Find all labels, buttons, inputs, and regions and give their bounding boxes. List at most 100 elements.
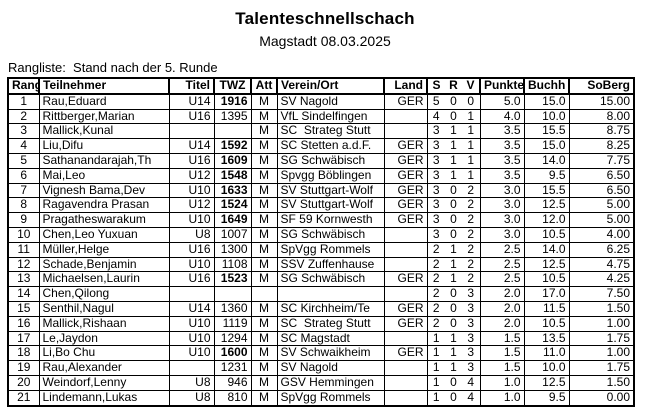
cell-teilnehmer: Michaelsen,Laurin xyxy=(38,271,170,288)
cell-att: M xyxy=(250,182,278,199)
cell-buchh: 12.5 xyxy=(523,374,570,391)
cell-rang: 6 xyxy=(7,167,40,184)
cell-twz xyxy=(213,286,252,302)
cell-s: 3 xyxy=(426,182,445,199)
cell-soberg: 7.75 xyxy=(568,152,635,169)
cell-teilnehmer: Vignesh Bama,Dev xyxy=(38,182,170,199)
table-row: 1 Rau,Eduard U14 1916 M SV Nagold GER 5 0 0 5.0 15.… xyxy=(7,93,635,110)
cell-s: 2 xyxy=(426,256,445,273)
cell-punkte: 2.5 xyxy=(479,241,525,258)
cell-rang: 9 xyxy=(7,212,40,228)
cell-land xyxy=(383,286,428,302)
cell-punkte: 2.5 xyxy=(479,256,525,273)
cell-buchh: 14.0 xyxy=(523,241,570,258)
cell-land xyxy=(383,241,428,258)
cell-r: 1 xyxy=(445,167,462,184)
cell-v: 1 xyxy=(462,123,481,140)
cell-soberg: 6.25 xyxy=(568,241,635,258)
cell-v: 2 xyxy=(462,197,481,214)
cell-titel xyxy=(168,360,215,376)
cell-r: 1 xyxy=(445,330,462,347)
cell-verein: SV Stuttgart-Wolf xyxy=(276,182,385,199)
cell-att: M xyxy=(250,330,278,347)
cell-soberg: 5.00 xyxy=(568,197,635,214)
cell-r: 0 xyxy=(445,182,462,199)
cell-soberg: 1.50 xyxy=(568,374,635,391)
cell-verein: SV Nagold xyxy=(276,93,385,110)
cell-s: 3 xyxy=(426,197,445,214)
cell-r: 1 xyxy=(445,256,462,273)
cell-rang: 1 xyxy=(7,93,40,110)
cell-teilnehmer: Chen,Leo Yuxuan xyxy=(38,226,170,243)
cell-s: 2 xyxy=(426,271,445,288)
cell-punkte: 2.0 xyxy=(479,300,525,317)
cell-att: M xyxy=(250,315,278,332)
cell-punkte: 3.5 xyxy=(479,138,525,154)
cell-s: 2 xyxy=(426,300,445,317)
cell-twz: 1294 xyxy=(213,330,252,347)
cell-titel: U12 xyxy=(168,167,215,184)
cell-teilnehmer: Le,Jaydon xyxy=(38,330,170,347)
table-row: 15 Senthil,Nagul U14 1360 M SC Kirchheim/Te GE… xyxy=(7,300,635,317)
cell-titel: U12 xyxy=(168,197,215,214)
cell-r: 0 xyxy=(445,226,462,243)
cell-land xyxy=(383,256,428,273)
cell-titel: U14 xyxy=(168,93,215,110)
cell-att: M xyxy=(250,345,278,362)
cell-rang: 7 xyxy=(7,182,40,199)
header-att: Att xyxy=(250,77,278,95)
cell-titel xyxy=(168,123,215,140)
cell-s: 1 xyxy=(426,330,445,347)
cell-verein: GSV Hemmingen xyxy=(276,374,385,391)
cell-buchh: 12.5 xyxy=(523,197,570,214)
cell-r: 0 xyxy=(445,315,462,332)
cell-rang: 12 xyxy=(7,256,40,273)
cell-rang: 13 xyxy=(7,271,40,288)
cell-titel: U8 xyxy=(168,226,215,243)
header-teilnehmer: Teilnehmer xyxy=(38,77,170,95)
cell-verein: SSV Zuffenhause xyxy=(276,256,385,273)
cell-teilnehmer: Schade,Benjamin xyxy=(38,256,170,273)
cell-att: M xyxy=(250,374,278,391)
cell-verein: SV Stuttgart-Wolf xyxy=(276,197,385,214)
cell-buchh: 10.0 xyxy=(523,108,570,125)
cell-r: 0 xyxy=(445,286,462,302)
cell-soberg: 7.50 xyxy=(568,286,635,302)
cell-soberg: 1.00 xyxy=(568,315,635,332)
cell-v: 3 xyxy=(462,315,481,332)
cell-rang: 21 xyxy=(7,389,40,407)
cell-buchh: 15.5 xyxy=(523,182,570,199)
cell-att: M xyxy=(250,197,278,214)
cell-v: 1 xyxy=(462,108,481,125)
cell-teilnehmer: Weindorf,Lenny xyxy=(38,374,170,391)
cell-att: M xyxy=(250,93,278,110)
cell-att: M xyxy=(250,271,278,288)
cell-soberg: 8.75 xyxy=(568,123,635,140)
header-rang: Rang xyxy=(7,77,40,95)
cell-v: 2 xyxy=(462,256,481,273)
cell-punkte: 3.5 xyxy=(479,152,525,169)
cell-r: 1 xyxy=(445,123,462,140)
cell-punkte: 1.5 xyxy=(479,360,525,376)
cell-buchh: 10.5 xyxy=(523,226,570,243)
ranking-table-body: 1 Rau,Eduard U14 1916 M SV Nagold GER 5 0 0 5.0 15.… xyxy=(7,93,635,407)
cell-rang: 10 xyxy=(7,226,40,243)
cell-r: 1 xyxy=(445,271,462,288)
cell-twz: 1231 xyxy=(213,360,252,376)
cell-titel: U14 xyxy=(168,138,215,154)
cell-rang: 11 xyxy=(7,241,40,258)
cell-teilnehmer: Lindemann,Lukas xyxy=(38,389,170,407)
table-row: 16 Mallick,Rishaan U10 1119 M SC Strateg Stut… xyxy=(7,315,635,332)
cell-buchh: 14.0 xyxy=(523,152,570,169)
cell-verein: SV Nagold xyxy=(276,360,385,376)
cell-soberg: 4.75 xyxy=(568,256,635,273)
cell-twz: 1360 xyxy=(213,300,252,317)
cell-buchh: 15.0 xyxy=(523,93,570,110)
cell-r: 0 xyxy=(445,197,462,214)
cell-soberg: 1.75 xyxy=(568,330,635,347)
header-titel: Titel xyxy=(168,77,215,95)
cell-buchh: 9.5 xyxy=(523,167,570,184)
cell-verein: SpVgg Rommels xyxy=(276,389,385,407)
cell-verein: Spvgg Böblingen xyxy=(276,167,385,184)
cell-twz: 1592 xyxy=(213,138,252,154)
